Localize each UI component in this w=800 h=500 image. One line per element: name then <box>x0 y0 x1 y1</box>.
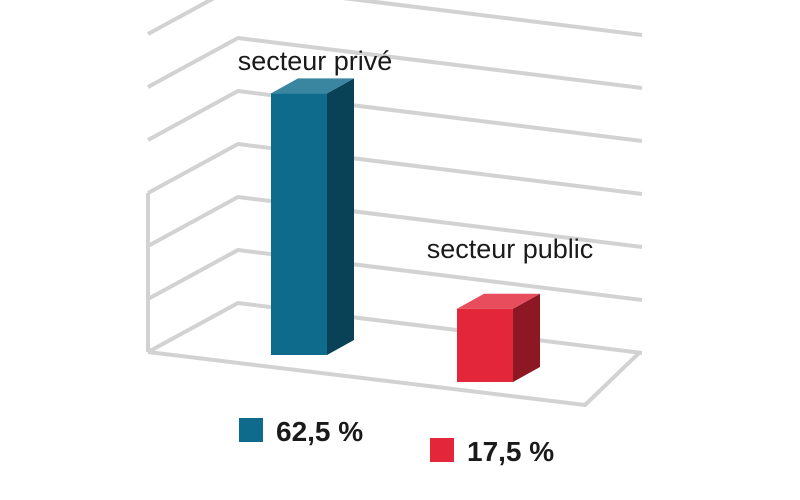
legend: 62,5 % 17,5 % <box>239 416 554 467</box>
category-label: secteur privé <box>238 46 393 76</box>
bar-layer <box>271 78 540 382</box>
bar-side <box>513 293 540 382</box>
gridline <box>147 0 643 37</box>
grid-layer <box>146 0 643 407</box>
bar <box>271 93 327 355</box>
legend-value-label: 17,5 % <box>467 436 554 467</box>
bar <box>457 308 513 382</box>
bar-top <box>271 78 354 94</box>
bar-top <box>457 293 540 309</box>
legend-value-label: 62,5 % <box>276 416 363 447</box>
gridline <box>147 142 643 196</box>
gridline <box>147 195 643 249</box>
label-layer: secteur privé secteur public <box>238 46 594 264</box>
bar-side <box>327 78 354 355</box>
gridline <box>147 248 643 302</box>
gridline <box>147 36 643 90</box>
legend-swatch <box>239 418 263 442</box>
gridline <box>147 89 643 143</box>
legend-swatch <box>430 438 454 462</box>
gridline <box>147 301 643 355</box>
floor-edge <box>147 350 642 407</box>
category-label: secteur public <box>427 234 594 264</box>
